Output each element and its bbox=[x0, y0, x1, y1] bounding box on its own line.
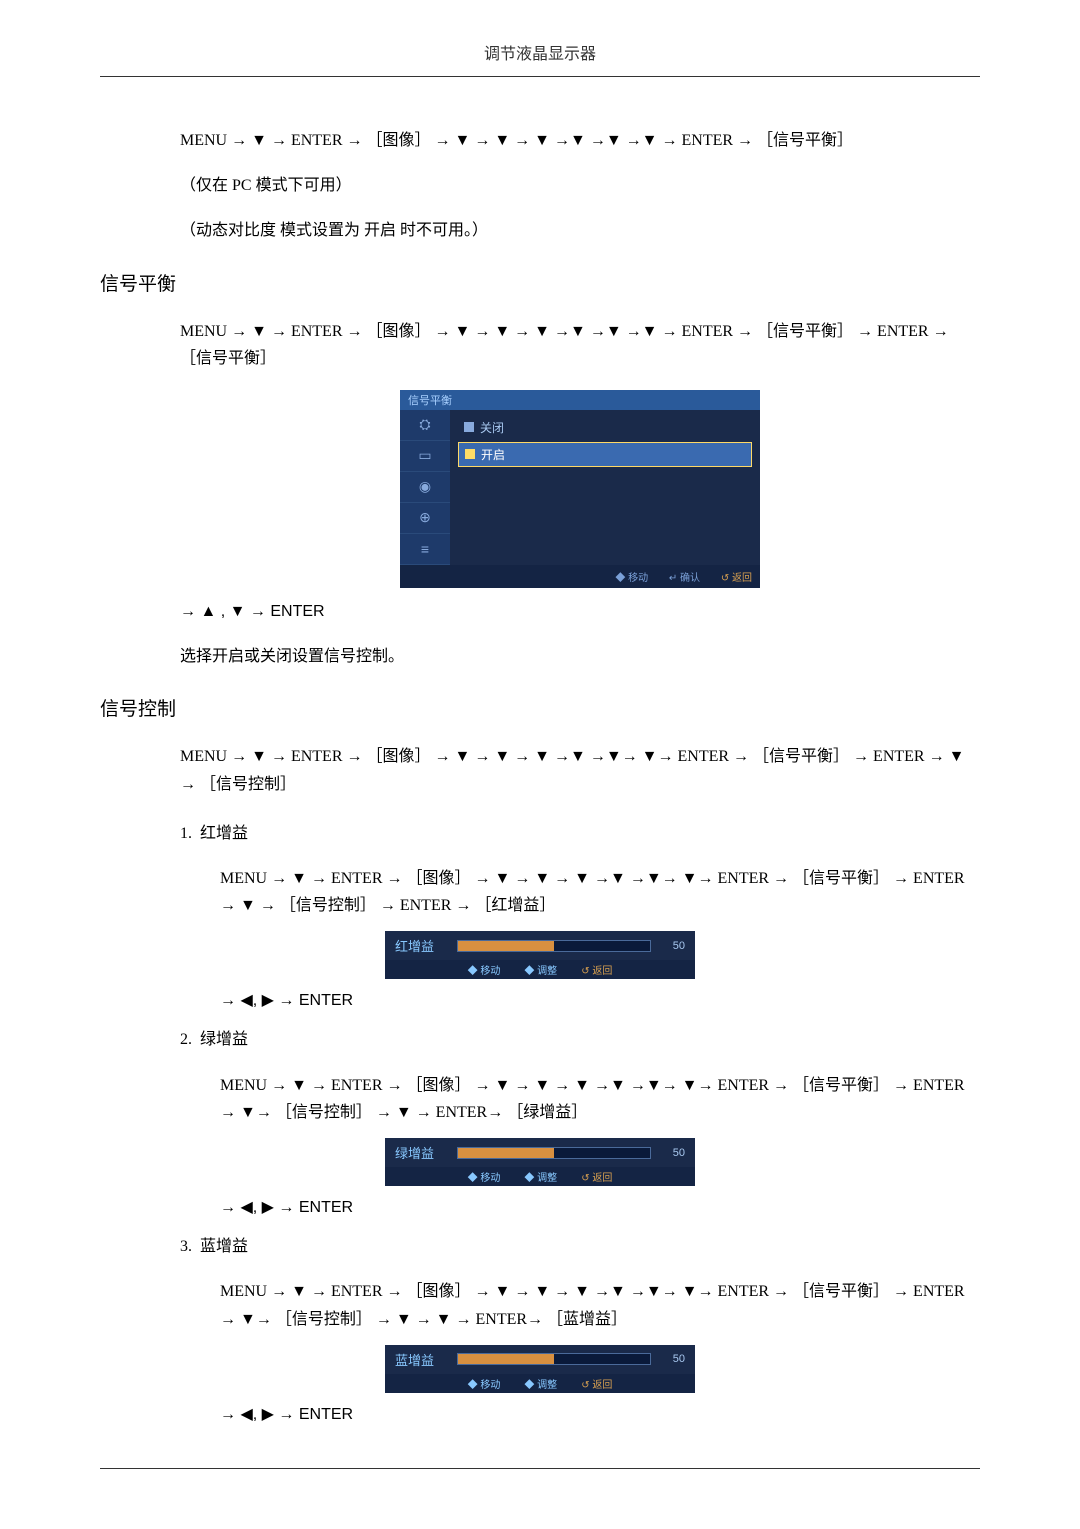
osd-footer-move: ◆ 移动 bbox=[468, 1173, 501, 1184]
sec1-nav: → ▲ , ▼ → ENTER bbox=[180, 598, 980, 625]
osd-menu-signal-balance: 信号平衡 ⛭ ▭ ◉ ⊕ ≡ 关闭 开启 bbox=[400, 390, 760, 588]
page-header: 调节液晶显示器 bbox=[100, 40, 980, 77]
item-nav: → ◀, ▶ → ENTER bbox=[220, 987, 980, 1014]
osd-tab-col: ⛭ ▭ ◉ ⊕ ≡ bbox=[400, 410, 450, 565]
osd-slider-value: 50 bbox=[661, 1353, 685, 1365]
item-path: MENU → ▼ → ENTER → ［图像］ → ▼ → ▼ → ▼ →▼ →… bbox=[220, 865, 980, 919]
osd-check-icon bbox=[464, 422, 474, 432]
osd-footer-adjust: ◆ 调整 bbox=[524, 1380, 557, 1391]
osd-footer-return: ↺ 返回 bbox=[581, 966, 612, 977]
osd-option-off: 关闭 bbox=[458, 416, 752, 439]
osd-check-icon bbox=[465, 449, 475, 459]
osd-tab-icon: ◉ bbox=[400, 472, 450, 503]
osd-footer-adjust: ◆ 调整 bbox=[524, 966, 557, 977]
osd-slider-footer: ◆ 移动 ◆ 调整 ↺ 返回 bbox=[385, 960, 695, 979]
osd-tab-icon: ⊕ bbox=[400, 503, 450, 534]
page: 调节液晶显示器 MENU → ▼ → ENTER → ［图像］ → ▼ → ▼ … bbox=[0, 0, 1080, 1529]
item-path: MENU → ▼ → ENTER → ［图像］ → ▼ → ▼ → ▼ →▼ →… bbox=[220, 1278, 980, 1332]
osd-option-off-label: 关闭 bbox=[480, 419, 504, 436]
osd-footer-move: ◆ 移动 bbox=[615, 573, 648, 584]
item-label: 绿增益 bbox=[200, 1031, 248, 1048]
osd-option-on-label: 开启 bbox=[481, 446, 505, 463]
item-number: 2. bbox=[180, 1031, 192, 1048]
osd-slider-footer: ◆ 移动 ◆ 调整 ↺ 返回 bbox=[385, 1167, 695, 1186]
intro-path: MENU → ▼ → ENTER → ［图像］ → ▼ → ▼ → ▼ →▼ →… bbox=[180, 127, 980, 154]
item-nav: → ◀, ▶ → ENTER bbox=[220, 1401, 980, 1428]
osd-option-list: 关闭 开启 bbox=[450, 410, 760, 565]
item-number: 1. bbox=[180, 825, 192, 842]
osd-footer-move: ◆ 移动 bbox=[468, 966, 501, 977]
osd-footer-return: ↺ 返回 bbox=[581, 1173, 612, 1184]
sec2-path: MENU → ▼ → ENTER → ［图像］ → ▼ → ▼ → ▼ →▼ →… bbox=[180, 743, 980, 797]
item-label: 红增益 bbox=[200, 825, 248, 842]
item-label: 蓝增益 bbox=[200, 1238, 248, 1255]
osd-slider-row: 绿增益 50 bbox=[385, 1138, 695, 1167]
sec2-path-block: MENU → ▼ → ENTER → ［图像］ → ▼ → ▼ → ▼ →▼ →… bbox=[180, 743, 980, 797]
page-footer-rule bbox=[100, 1468, 980, 1469]
intro-note-pc: （仅在 PC 模式下可用） bbox=[180, 172, 980, 199]
osd-slider-value: 50 bbox=[661, 1147, 685, 1159]
section-signal-balance-heading: 信号平衡 bbox=[100, 269, 980, 296]
osd-footer-return: ↺ 返回 bbox=[581, 1380, 612, 1391]
osd-slider: 红增益 50 ◆ 移动 ◆ 调整 ↺ 返回 bbox=[385, 931, 695, 979]
osd-slider-track bbox=[457, 940, 651, 952]
intro-note-contrast: （动态对比度 模式设置为 开启 时不可用。） bbox=[180, 217, 980, 244]
intro-block: MENU → ▼ → ENTER → ［图像］ → ▼ → ▼ → ▼ →▼ →… bbox=[180, 127, 980, 245]
osd-slider-footer: ◆ 移动 ◆ 调整 ↺ 返回 bbox=[385, 1374, 695, 1393]
osd-tab-icon: ⛭ bbox=[400, 410, 450, 441]
osd-body: ⛭ ▭ ◉ ⊕ ≡ 关闭 开启 bbox=[400, 410, 760, 565]
item-path: MENU → ▼ → ENTER → ［图像］ → ▼ → ▼ → ▼ →▼ →… bbox=[220, 1072, 980, 1126]
osd-slider: 绿增益 50 ◆ 移动 ◆ 调整 ↺ 返回 bbox=[385, 1138, 695, 1186]
item-number: 3. bbox=[180, 1238, 192, 1255]
osd-tab-icon: ≡ bbox=[400, 534, 450, 565]
osd-slider-track bbox=[457, 1353, 651, 1365]
osd-slider-fill bbox=[458, 941, 554, 951]
osd-slider-label: 蓝增益 bbox=[395, 1350, 447, 1369]
list-item: 3. 蓝增益 bbox=[180, 1233, 980, 1260]
list-item: 2. 绿增益 bbox=[180, 1026, 980, 1053]
osd-slider-track bbox=[457, 1147, 651, 1159]
item-nav: → ◀, ▶ → ENTER bbox=[220, 1194, 980, 1221]
osd-tab-icon: ▭ bbox=[400, 441, 450, 472]
osd-footer-return: ↺ 返回 bbox=[721, 573, 752, 584]
sec1-desc: 选择开启或关闭设置信号控制。 bbox=[180, 643, 980, 670]
osd-footer: ◆ 移动 ↵ 确认 ↺ 返回 bbox=[400, 565, 760, 588]
signal-control-items: 1. 红增益 MENU → ▼ → ENTER → ［图像］ → ▼ → ▼ → … bbox=[100, 820, 980, 1428]
osd-slider-value: 50 bbox=[661, 940, 685, 952]
osd-slider: 蓝增益 50 ◆ 移动 ◆ 调整 ↺ 返回 bbox=[385, 1345, 695, 1393]
osd-option-on: 开启 bbox=[458, 442, 752, 467]
osd-slider-fill bbox=[458, 1148, 554, 1158]
osd-footer-ok: ↵ 确认 bbox=[669, 573, 700, 584]
osd-slider-fill bbox=[458, 1354, 554, 1364]
osd-footer-adjust: ◆ 调整 bbox=[524, 1173, 557, 1184]
osd-title: 信号平衡 bbox=[400, 390, 760, 410]
sec1-path: MENU → ▼ → ENTER → ［图像］ → ▼ → ▼ → ▼ →▼ →… bbox=[180, 318, 980, 372]
section-signal-control-heading: 信号控制 bbox=[100, 694, 980, 721]
sec1-block: MENU → ▼ → ENTER → ［图像］ → ▼ → ▼ → ▼ →▼ →… bbox=[180, 318, 980, 671]
osd-slider-label: 绿增益 bbox=[395, 1143, 447, 1162]
osd-slider-row: 红增益 50 bbox=[385, 931, 695, 960]
osd-slider-row: 蓝增益 50 bbox=[385, 1345, 695, 1374]
osd-footer-move: ◆ 移动 bbox=[468, 1380, 501, 1391]
osd-slider-label: 红增益 bbox=[395, 936, 447, 955]
list-item: 1. 红增益 bbox=[180, 820, 980, 847]
